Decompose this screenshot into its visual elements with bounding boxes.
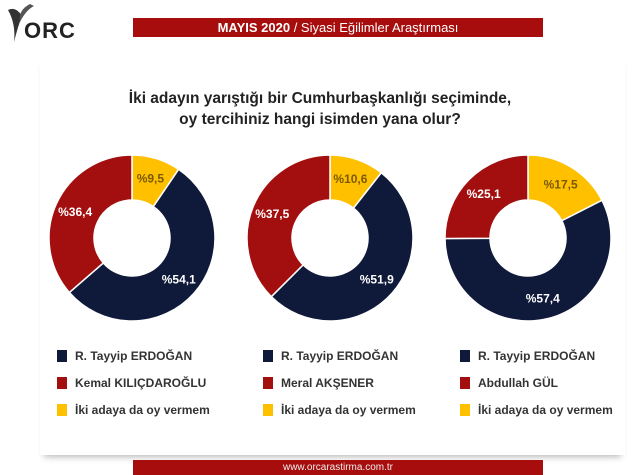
question-line-2: oy tercihiniz hangi isimden yana olur? <box>179 111 461 128</box>
legend-item: R. Tayyip ERDOĞAN <box>460 342 613 369</box>
data-label: %25,1 <box>467 187 501 201</box>
data-label: %37,5 <box>255 207 289 221</box>
legend-label: R. Tayyip ERDOĞAN <box>478 348 596 363</box>
legend-label: R. Tayyip ERDOĞAN <box>75 348 193 363</box>
legend-label: Kemal KILIÇDAROĞLU <box>75 375 207 390</box>
legend-item: İki adaya da oy vermem <box>460 396 613 423</box>
legend-2: R. Tayyip ERDOĞAN Meral AKŞENER İki adaya … <box>263 342 416 423</box>
legend-swatch <box>57 349 67 362</box>
legend-item: R. Tayyip ERDOĞAN <box>263 342 416 369</box>
legend-swatch <box>263 376 273 389</box>
data-label: %54,1 <box>162 272 196 286</box>
legend-swatch <box>460 403 470 416</box>
donut-slice <box>444 199 612 322</box>
donut-slice <box>444 154 529 240</box>
legend-item: Kemal KILIÇDAROĞLU <box>57 369 210 396</box>
header-title: / Siyasi Eğilimler Araştırması <box>290 20 459 35</box>
donut-slice <box>246 154 331 298</box>
legend-3: R. Tayyip ERDOĞAN Abdullah GÜL İki adaya d… <box>460 342 613 423</box>
legend-swatch <box>460 376 470 389</box>
header-banner: MAYIS 2020 / Siyasi Eğilimler Araştırmas… <box>133 18 543 37</box>
data-label: %17,5 <box>544 178 578 192</box>
legend-item: İki adaya da oy vermem <box>263 396 416 423</box>
header-date: MAYIS 2020 <box>217 20 291 35</box>
data-label: %10,6 <box>333 172 367 186</box>
donut-slice <box>68 168 216 322</box>
legend-swatch <box>57 403 67 416</box>
data-label: %36,4 <box>58 205 92 219</box>
logo-text: ORC <box>24 18 76 43</box>
data-label: %57,4 <box>526 292 560 306</box>
donut-slice <box>270 171 414 322</box>
legend-item: Meral AKŞENER <box>263 369 416 396</box>
legend-label: Abdullah GÜL <box>478 375 558 390</box>
legend-1: R. Tayyip ERDOĞAN Kemal KILIÇDAROĞLU İki a… <box>57 342 210 423</box>
donut-slice <box>48 154 133 294</box>
question-title: İki adayın yarıştığı bir Cumhurbaşkanlığ… <box>0 88 640 130</box>
legend-label: Meral AKŞENER <box>281 375 374 390</box>
content-panel <box>40 55 625 455</box>
footer-url: www.orcarastirma.com.tr <box>133 460 543 475</box>
legend-swatch <box>460 349 470 362</box>
legend-item: R. Tayyip ERDOĞAN <box>57 342 210 369</box>
orc-logo <box>8 4 34 42</box>
legend-item: İki adaya da oy vermem <box>57 396 210 423</box>
legend-swatch <box>263 403 273 416</box>
question-line-1: İki adayın yarıştığı bir Cumhurbaşkanlığ… <box>128 90 512 107</box>
data-label: %51,9 <box>360 272 394 286</box>
legend-swatch <box>57 376 67 389</box>
legend-item: Abdullah GÜL <box>460 369 613 396</box>
legend-swatch <box>263 349 273 362</box>
legend-label: İki adaya da oy vermem <box>478 402 613 417</box>
legend-label: İki adaya da oy vermem <box>281 402 416 417</box>
data-label: %9,5 <box>137 171 165 185</box>
legend-label: İki adaya da oy vermem <box>75 402 210 417</box>
legend-label: R. Tayyip ERDOĞAN <box>281 348 399 363</box>
